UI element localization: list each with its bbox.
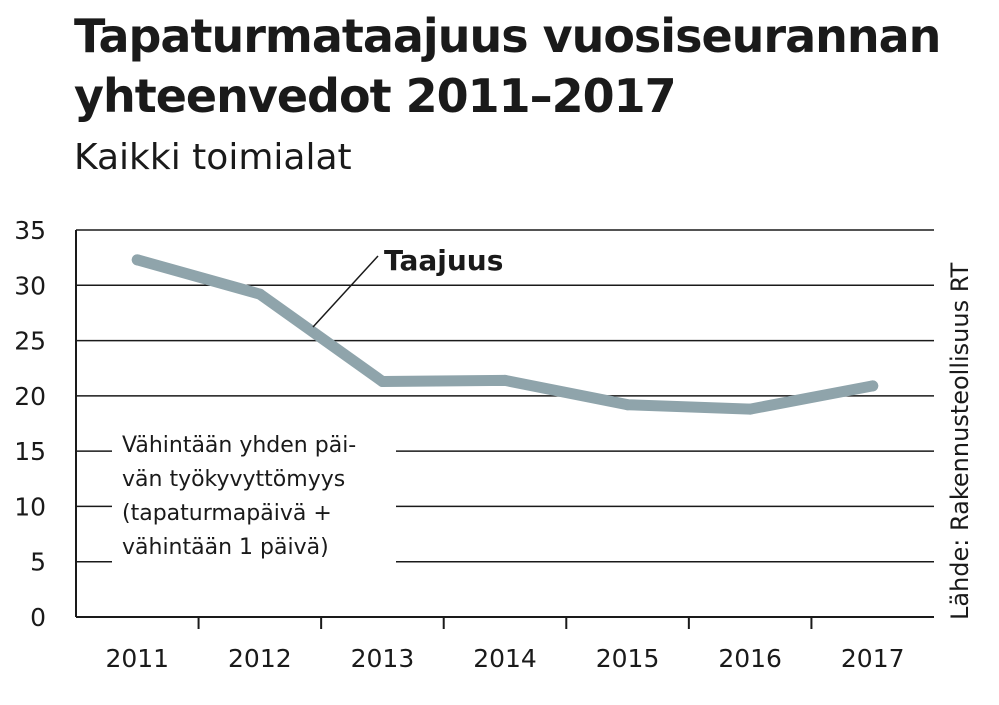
title-line-1: Tapaturmataajuus vuosiseurannan (74, 9, 941, 63)
annotation-line-4: vähintään 1 päivä) (122, 535, 329, 560)
x-tick-label: 2016 (718, 644, 782, 673)
y-tick-labels: 0 5 10 15 20 25 30 35 (14, 216, 46, 632)
title-line-2: yhteenvedot 2011–2017 (74, 69, 677, 123)
data-point (254, 288, 266, 300)
data-point (376, 375, 388, 387)
data-point (867, 380, 879, 392)
data-point (744, 403, 756, 415)
annotation-line-3: (tapaturmapäivä + (122, 501, 332, 526)
y-tick-label: 30 (14, 271, 46, 300)
x-tick-labels: 2011 2012 2013 2014 2015 2016 2017 (105, 644, 904, 673)
y-tick-label: 0 (30, 603, 46, 632)
chart-title: Tapaturmataajuus vuosiseurannan yhteenve… (74, 6, 954, 126)
data-point (499, 374, 511, 386)
y-tick-label: 20 (14, 382, 46, 411)
x-tick-label: 2011 (105, 644, 169, 673)
y-tick-label: 25 (14, 327, 46, 356)
source-label: Lähde: Rakennusteollisuus RT (946, 262, 974, 620)
x-tick-label: 2012 (228, 644, 292, 673)
x-ticks (197, 617, 813, 629)
y-tick-label: 15 (14, 437, 46, 466)
annotation-line-1: Vähintään yhden päi- (122, 433, 356, 458)
series-label-leader-line (312, 255, 379, 328)
chart-subtitle: Kaikki toimialat (74, 137, 352, 178)
annotation-text: Vähintään yhden päi- vän työkyvyttömyys … (122, 433, 363, 560)
y-tick-label: 5 (30, 548, 46, 577)
annotation-background (112, 424, 396, 574)
x-tick-label: 2017 (841, 644, 905, 673)
annotation-line-2: vän työkyvyttömyys (122, 467, 345, 492)
y-tick-label: 10 (14, 492, 46, 521)
data-point (131, 254, 143, 266)
x-tick-label: 2013 (351, 644, 415, 673)
x-tick-label: 2014 (473, 644, 537, 673)
data-points (131, 254, 879, 415)
series-label-taajuus: Taajuus (384, 244, 503, 277)
x-tick-label: 2015 (596, 644, 660, 673)
y-tick-label: 35 (14, 216, 46, 245)
series-line-taajuus (131, 254, 879, 415)
data-point (622, 399, 634, 411)
